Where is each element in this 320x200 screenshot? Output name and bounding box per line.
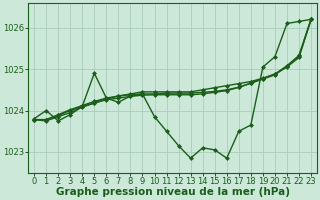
X-axis label: Graphe pression niveau de la mer (hPa): Graphe pression niveau de la mer (hPa): [56, 187, 290, 197]
